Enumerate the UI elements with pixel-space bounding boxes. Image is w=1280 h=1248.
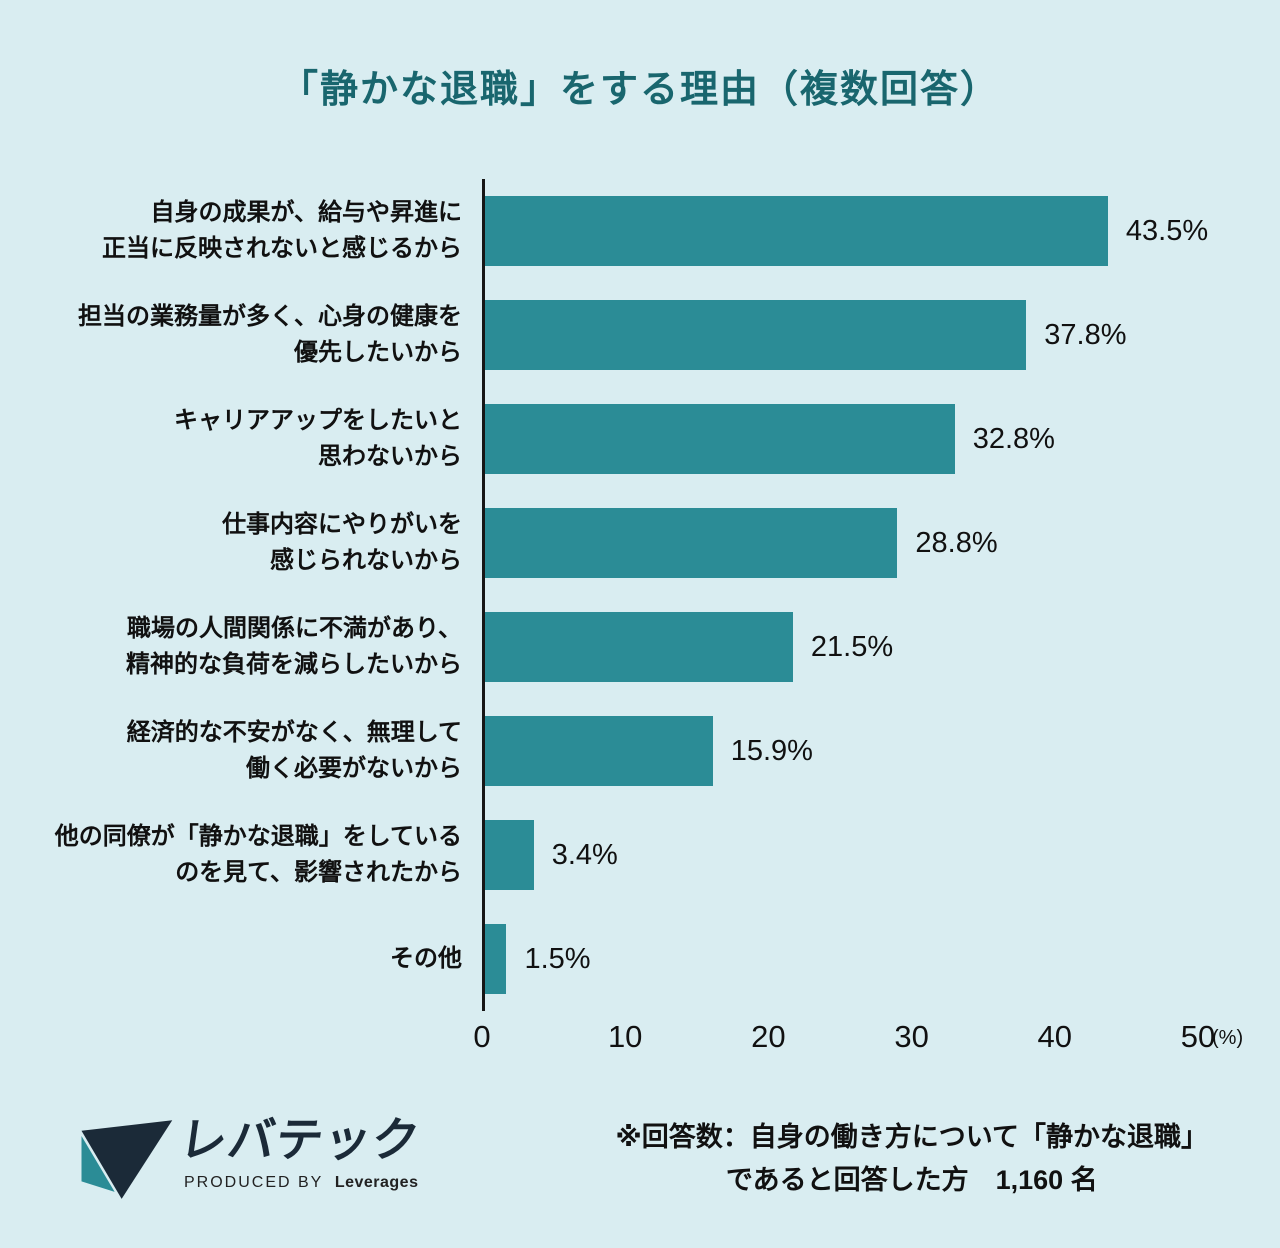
chart-title: 「静かな退職」をする理由（複数回答） [279,69,1000,111]
value-label: 37.8% [1044,318,1127,351]
logo-name: レバテック [176,1113,424,1166]
bar [485,612,793,682]
category-label: 他の同僚が「静かな退職」をしている のを見て、影響されたから [54,823,462,886]
category-label: 自身の成果が、給与や昇進に 正当に反映されないと感じるから [102,199,462,262]
chart-row: 仕事内容にやりがいを 感じられないから 28.8% [0,491,1280,595]
category-label: 担当の業務量が多く、心身の健康を 優先したいから [78,303,462,366]
footer: レバテック PRODUCED BY Leverages ※回答数：自身の働き方に… [0,1113,1280,1204]
chart-row: 職場の人間関係に不満があり、 精神的な負荷を減らしたいから 21.5% [0,595,1280,699]
x-tick: 30 [894,1019,929,1054]
bar-area: 3.4% [482,803,1201,907]
bar-area: 32.8% [482,387,1201,491]
value-label: 43.5% [1125,214,1209,247]
chart-row: キャリアアップをしたいと 思わないから 32.8% [0,387,1280,491]
category-label: 職場の人間関係に不満があり、 精神的な負荷を減らしたいから [126,615,462,678]
chart-row: その他 1.5% [0,907,1280,1011]
bar [485,404,955,474]
x-tick: 20 [751,1019,786,1054]
footnote-line: であると回答した方 1,160 名 [725,1165,1098,1195]
logo-checkmark-icon [81,1120,173,1199]
chart-rows: 自身の成果が、給与や昇進に 正当に反映されないと感じるから 43.5% 担当の業務量が… [0,179,1280,1011]
chart-row: 自身の成果が、給与や昇進に 正当に反映されないと感じるから 43.5% [0,179,1280,283]
bar-area: 1.5% [482,907,1201,1011]
bar-area: 15.9% [482,699,1201,803]
category-label: 仕事内容にやりがいを 感じられないから [222,511,462,574]
bar [485,924,507,994]
value-label: 32.8% [972,422,1055,455]
value-label: 21.5% [810,630,894,663]
bar [485,716,713,786]
bar-area: 28.8% [482,491,1201,595]
bar-chart: 自身の成果が、給与や昇進に 正当に反映されないと感じるから 43.5% 担当の業務量が… [0,179,1280,1067]
bar [485,300,1027,370]
chart-row: 他の同僚が「静かな退職」をしている のを見て、影響されたから 3.4% [0,803,1280,907]
chart-row: 経済的な不安がなく、無理して 働く必要がないから 15.9% [0,699,1280,803]
x-axis: (%) 0 10 20 30 40 50 [473,1011,1243,1067]
bar [485,508,898,578]
category-label: 経済的な不安がなく、無理して 働く必要がないから [126,719,462,782]
x-tick: 40 [1037,1019,1073,1054]
x-tick: 10 [607,1019,643,1054]
logo-sub-name: Leverages [334,1173,419,1191]
value-label: 1.5% [524,942,591,975]
footnote: ※回答数：自身の働き方について「静かな退職」 であると回答した方 1,160 名 [616,1116,1208,1202]
bar-area: 21.5% [482,595,1201,699]
bar-area: 37.8% [482,283,1201,387]
x-axis-unit: (%) [1212,1027,1244,1049]
x-tick: 0 [473,1019,491,1054]
footnote-line: ※回答数：自身の働き方について「静かな退職」 [615,1121,1208,1152]
bar-area: 43.5% [482,179,1208,283]
value-label: 28.8% [915,526,998,559]
value-label: 15.9% [730,734,813,767]
chart-row: 担当の業務量が多く、心身の健康を 優先したいから 37.8% [0,283,1280,387]
value-label: 3.4% [551,838,618,871]
logo-subtitle: PRODUCED BY Leverages [180,1174,420,1192]
brand-logo: レバテック PRODUCED BY Leverages [78,1113,424,1204]
bar [485,196,1108,266]
category-label: その他 [390,945,462,972]
logo-sub-prefix: PRODUCED BY [184,1173,324,1191]
x-tick: 50 [1180,1019,1216,1054]
logo-text-block: レバテック PRODUCED BY Leverages [176,1113,423,1192]
category-label: キャリアアップをしたいと 思わないから [174,407,462,470]
bar [485,820,534,890]
